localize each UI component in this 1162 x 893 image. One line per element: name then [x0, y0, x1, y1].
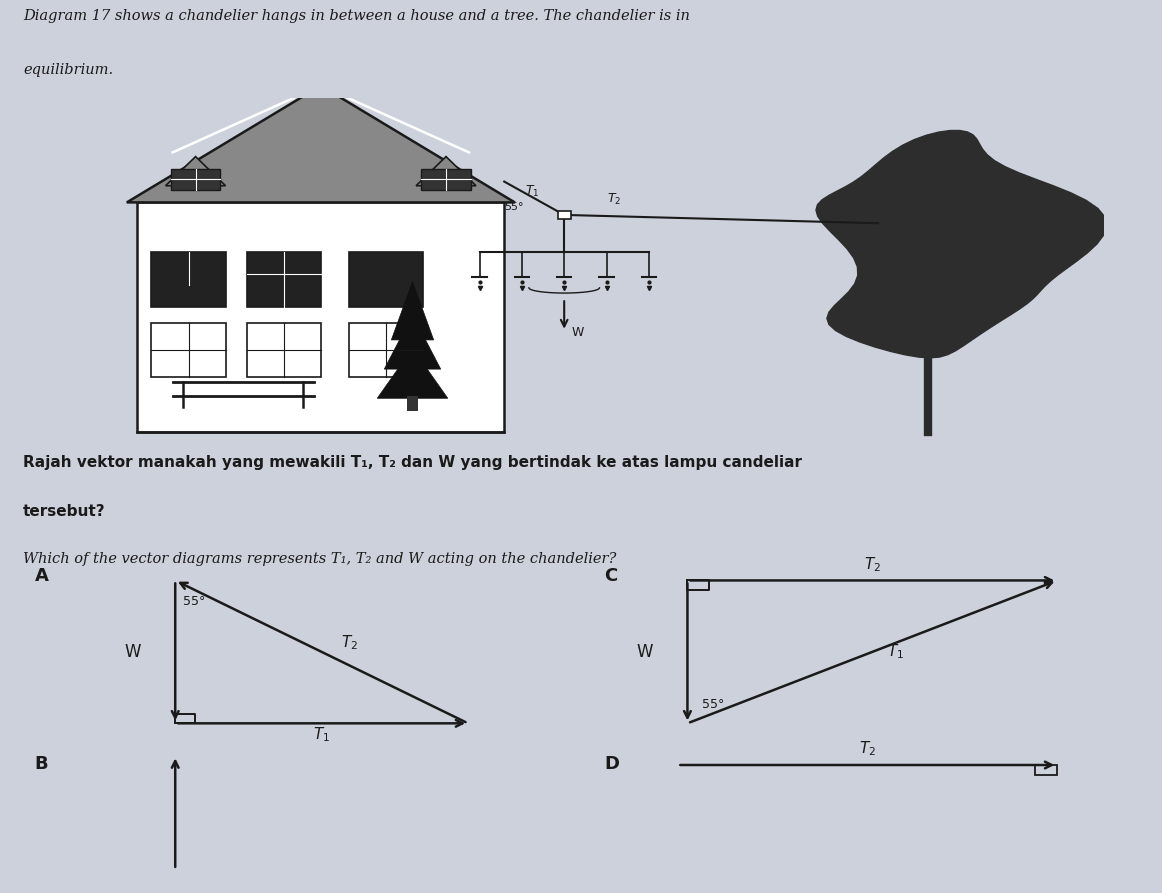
Polygon shape: [392, 281, 433, 340]
Text: Which of the vector diagrams represents T₁, T₂ and W acting on the chandelier?: Which of the vector diagrams represents …: [23, 552, 617, 566]
Polygon shape: [165, 156, 225, 186]
Text: A: A: [35, 567, 49, 585]
Bar: [1035, 765, 1057, 775]
Polygon shape: [378, 348, 447, 398]
Text: D: D: [604, 755, 619, 772]
Text: W: W: [572, 326, 583, 338]
Polygon shape: [385, 315, 440, 369]
Bar: [349, 253, 423, 306]
Bar: [137, 203, 504, 431]
Bar: [171, 169, 221, 190]
Text: W: W: [124, 643, 141, 661]
Text: 55°: 55°: [504, 202, 524, 212]
Bar: [349, 323, 423, 378]
Text: tersebut?: tersebut?: [23, 504, 106, 519]
Text: 55°: 55°: [702, 697, 725, 711]
Text: $T_1$: $T_1$: [313, 725, 330, 744]
Text: B: B: [35, 755, 49, 772]
Text: $T_2$: $T_2$: [607, 192, 621, 207]
Bar: [422, 169, 471, 190]
Text: $T_2$: $T_2$: [863, 555, 881, 574]
Text: equilibrium.: equilibrium.: [23, 63, 114, 77]
Polygon shape: [416, 156, 476, 186]
Bar: [558, 211, 571, 219]
Text: $T_2$: $T_2$: [342, 633, 358, 652]
Text: $T_1$: $T_1$: [525, 184, 540, 199]
Text: C: C: [604, 567, 617, 585]
Text: $T_1$: $T_1$: [888, 642, 904, 661]
Polygon shape: [816, 130, 1106, 358]
Text: Diagram 17 shows a chandelier hangs in between a house and a tree. The chandelie: Diagram 17 shows a chandelier hangs in b…: [23, 9, 690, 23]
Bar: [407, 396, 418, 411]
Bar: [246, 323, 321, 378]
Text: W: W: [636, 643, 653, 661]
Bar: [151, 323, 225, 378]
Text: 55°: 55°: [184, 595, 206, 608]
Bar: [246, 253, 321, 306]
Bar: [151, 253, 225, 306]
Text: Rajah vektor manakah yang mewakili T₁, T₂ dan W yang bertindak ke atas lampu can: Rajah vektor manakah yang mewakili T₁, T…: [23, 455, 802, 471]
Polygon shape: [127, 86, 515, 203]
Text: $T_2$: $T_2$: [859, 739, 876, 758]
